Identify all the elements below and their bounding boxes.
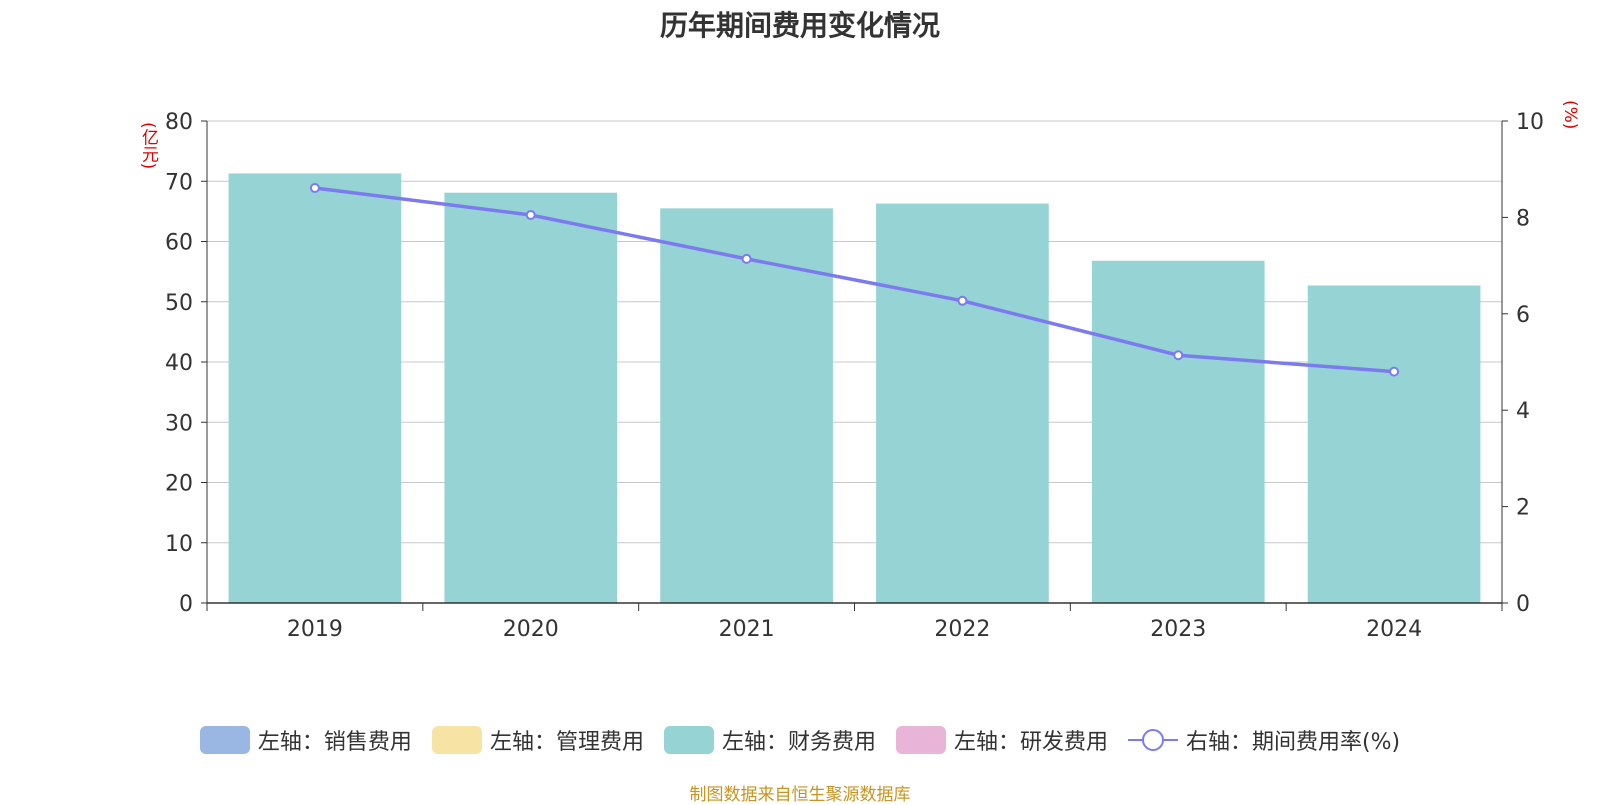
y-left-tick-label: 40 (165, 351, 193, 376)
legend-swatch (431, 726, 482, 754)
rate-line (314, 186, 1395, 374)
bar-2022 (876, 203, 1049, 604)
bar-2019 (228, 173, 402, 604)
y-left-tick-label: 10 (165, 532, 193, 557)
y-left-tick-label: 0 (179, 592, 193, 617)
x-tick-label: 2022 (934, 617, 990, 642)
x-tick-label: 2024 (1366, 617, 1422, 642)
chart-legend: 左轴：销售费用 左轴：管理费用 左轴：财务费用 左轴：研发费用 右轴：期间费用率(%) (0, 720, 1600, 760)
y-left-tick-label: 20 (165, 472, 193, 497)
rate-point-2019 (309, 182, 320, 193)
rate-point-2022 (957, 295, 968, 306)
legend-label: 左轴：财务费用 (721, 730, 876, 755)
rate-point-2020 (525, 209, 536, 220)
y-right-tick-label: 6 (1516, 303, 1530, 328)
legend-swatch (663, 726, 714, 754)
legend-label: 左轴：研发费用 (953, 730, 1108, 755)
legend-swatch (199, 726, 250, 754)
y-right-tick-label: 0 (1516, 592, 1530, 617)
legend-item[interactable]: 右轴：期间费用率(%) (1127, 724, 1401, 756)
bar-2020 (444, 192, 618, 603)
legend-item[interactable]: 左轴：销售费用 (199, 724, 412, 756)
chart-title: 历年期间费用变化情况 (659, 9, 940, 42)
legend-label: 右轴：期间费用率(%) (1185, 730, 1401, 755)
legend-label: 左轴：管理费用 (489, 730, 644, 755)
data-source-note: 制图数据来自恒生聚源数据库 (689, 785, 911, 805)
legend-label: 左轴：销售费用 (257, 730, 412, 755)
left-axis-unit: (亿元) (138, 122, 158, 170)
rate-point-2023 (1173, 350, 1184, 361)
y-right-tick-label: 8 (1516, 206, 1530, 231)
y-left-tick-label: 70 (165, 170, 193, 195)
x-tick-label: 2021 (719, 617, 775, 642)
legend-line-marker-icon (1127, 729, 1178, 751)
y-left-tick-label: 30 (165, 411, 193, 436)
rate-point-2021 (741, 253, 752, 264)
right-axis-unit: (%) (1560, 100, 1580, 130)
x-tick-label: 2023 (1150, 617, 1206, 642)
y-left-tick-label: 50 (165, 291, 193, 316)
x-tick-label: 2019 (287, 617, 343, 642)
x-tick-label: 2020 (503, 617, 559, 642)
legend-swatch (895, 726, 946, 754)
legend-item[interactable]: 左轴：管理费用 (431, 724, 644, 756)
bar-2024 (1307, 285, 1481, 603)
y-left-tick-label: 60 (165, 231, 193, 256)
bar-2023 (1091, 260, 1265, 603)
y-left-tick-label: 80 (165, 110, 193, 135)
bar-2021 (660, 208, 833, 604)
y-right-tick-label: 2 (1516, 496, 1530, 521)
legend-item[interactable]: 左轴：研发费用 (895, 724, 1108, 756)
y-right-tick-label: 4 (1516, 399, 1530, 424)
y-right-tick-label: 10 (1516, 110, 1544, 135)
rate-point-2024 (1389, 366, 1400, 377)
legend-item[interactable]: 左轴：财务费用 (663, 724, 876, 756)
